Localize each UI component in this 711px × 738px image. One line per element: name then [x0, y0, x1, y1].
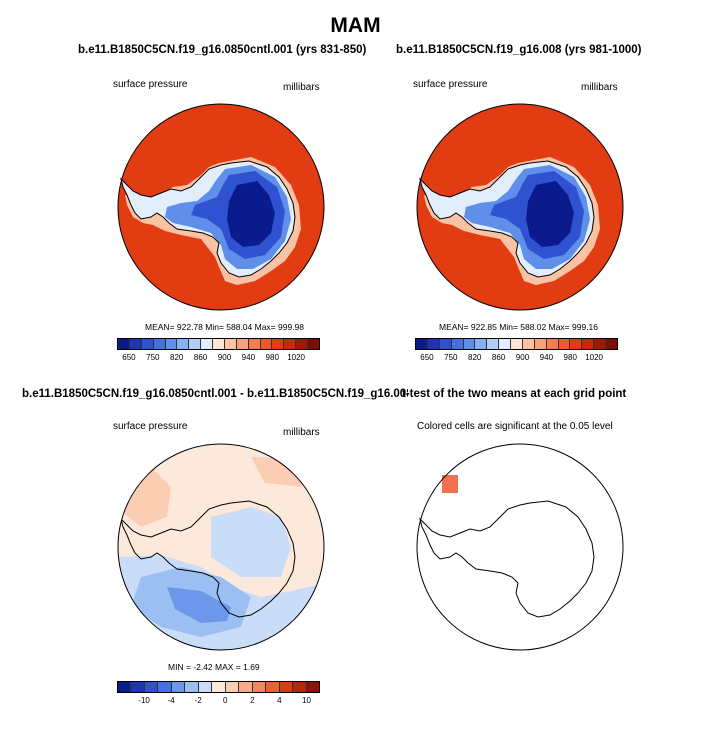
colorbar-cell: [546, 339, 559, 349]
panel2-title: b.e11.B1850C5CN.f19_g16.008 (yrs 981-100…: [396, 44, 642, 56]
main-title: MAM: [330, 14, 381, 37]
panel2-stats: MEAN= 922.85 Min= 588.02 Max= 999.16: [439, 322, 599, 332]
panel4-map: [416, 443, 624, 651]
colorbar-cell: [308, 339, 319, 349]
colorbar-cell: [284, 339, 297, 349]
colorbar-tick-label: 860: [491, 353, 506, 362]
colorbar-cell: [306, 682, 320, 692]
colorbar-tick-label: 4: [277, 696, 282, 705]
colorbar-cell: [534, 339, 547, 349]
panel3-left-label: surface pressure: [113, 421, 188, 432]
panel3-map: [117, 443, 325, 651]
panel3-title: b.e11.B1850C5CN.f19_g16.0850cntl.001 - b…: [22, 388, 408, 400]
colorbar-cell: [416, 339, 428, 349]
colorbar-tick-label: 2: [250, 696, 255, 705]
panel2-map: [416, 103, 624, 311]
colorbar-cell: [451, 339, 464, 349]
panel2-left-label: surface pressure: [413, 79, 488, 90]
colorbar-cell: [225, 682, 240, 692]
colorbar-tick-label: 820: [170, 353, 184, 362]
colorbar-cell: [252, 682, 267, 692]
colorbar-cell: [212, 682, 226, 692]
colorbar-cell: [558, 339, 571, 349]
colorbar-cell: [260, 339, 273, 349]
colorbar-cell: [213, 339, 225, 349]
colorbar-cell: [129, 339, 142, 349]
colorbar-cell: [499, 339, 511, 349]
colorbar-tick-label: 750: [146, 353, 160, 362]
colorbar-tick-label: 940: [241, 353, 256, 362]
colorbar-tick-label: -2: [194, 696, 202, 705]
colorbar-cell: [427, 339, 440, 349]
colorbar-cell: [239, 682, 253, 692]
colorbar-cell: [594, 339, 606, 349]
colorbar-cell: [487, 339, 500, 349]
panel4-significant-cell: [442, 475, 458, 493]
colorbar-cell: [165, 339, 178, 349]
colorbar-cell: [511, 339, 523, 349]
colorbar-cell: [463, 339, 476, 349]
colorbar-tick-label: 900: [217, 353, 232, 362]
colorbar-cell: [582, 339, 595, 349]
panel1-map: [117, 103, 325, 311]
colorbar-tick-label: 1020: [585, 353, 604, 362]
colorbar-tick-label: 900: [515, 353, 530, 362]
colorbar-tick-label: -4: [167, 696, 175, 705]
colorbar-cell: [293, 682, 307, 692]
colorbar-cell: [439, 339, 452, 349]
panel1-right-label: millibars: [283, 82, 320, 93]
colorbar-cell: [153, 339, 166, 349]
colorbar-cell: [141, 339, 154, 349]
colorbar-cell: [606, 339, 617, 349]
colorbar-cell: [118, 339, 130, 349]
panel4-subtitle: Colored cells are significant at the 0.0…: [417, 421, 613, 432]
colorbar-cell: [118, 682, 132, 692]
panel3-stats: MIN = -2.42 MAX = 1.69: [168, 662, 260, 672]
colorbar-tick-label: 980: [563, 353, 577, 362]
colorbar-cell: [475, 339, 488, 349]
colorbar-tick-label: 650: [122, 353, 136, 362]
colorbar-cell: [171, 682, 186, 692]
colorbar-tick-label: 0: [223, 696, 228, 705]
colorbar-tick-label: 750: [444, 353, 458, 362]
colorbar-cell: [266, 682, 280, 692]
colorbar-cell: [296, 339, 308, 349]
colorbar-tick-label: 860: [193, 353, 208, 362]
colorbar-cell: [201, 339, 213, 349]
colorbar-cell: [131, 682, 145, 692]
panel4-title: t-test of the two means at each grid poi…: [402, 388, 627, 400]
panel1-stats: MEAN= 922.78 Min= 588.04 Max= 999.98: [145, 322, 305, 332]
colorbar-cell: [177, 339, 190, 349]
panel1-colorbar: 650 750 820 860 900 940 980 1020: [117, 338, 320, 362]
colorbar-cell: [248, 339, 261, 349]
colorbar-cell: [198, 682, 213, 692]
colorbar-cell: [224, 339, 237, 349]
colorbar-cell: [279, 682, 294, 692]
colorbar-cell: [272, 339, 285, 349]
colorbar-cell: [144, 682, 159, 692]
colorbar-tick-label: -10: [138, 696, 150, 705]
colorbar-cell: [570, 339, 583, 349]
panel1-left-label: surface pressure: [113, 79, 188, 90]
colorbar-tick-label: 10: [302, 696, 311, 705]
panel3-right-label: millibars: [283, 427, 320, 438]
panel1-title: b.e11.B1850C5CN.f19_g16.0850cntl.001 (yr…: [78, 44, 367, 56]
panel2-right-label: millibars: [581, 82, 618, 93]
colorbar-cell: [158, 682, 172, 692]
colorbar-tick-label: 820: [468, 353, 482, 362]
colorbar-tick-label: 1020: [287, 353, 306, 362]
panel2-colorbar: 650 750 820 860 900 940 980 1020: [415, 338, 618, 362]
colorbar-cell: [522, 339, 535, 349]
colorbar-cell: [189, 339, 202, 349]
colorbar-cell: [185, 682, 199, 692]
colorbar-tick-label: 650: [420, 353, 434, 362]
colorbar-cell: [236, 339, 249, 349]
colorbar-tick-label: 980: [265, 353, 279, 362]
colorbar-tick-label: 940: [539, 353, 554, 362]
panel3-colorbar: -10 -4 -2 0 2 4 10: [117, 681, 320, 705]
